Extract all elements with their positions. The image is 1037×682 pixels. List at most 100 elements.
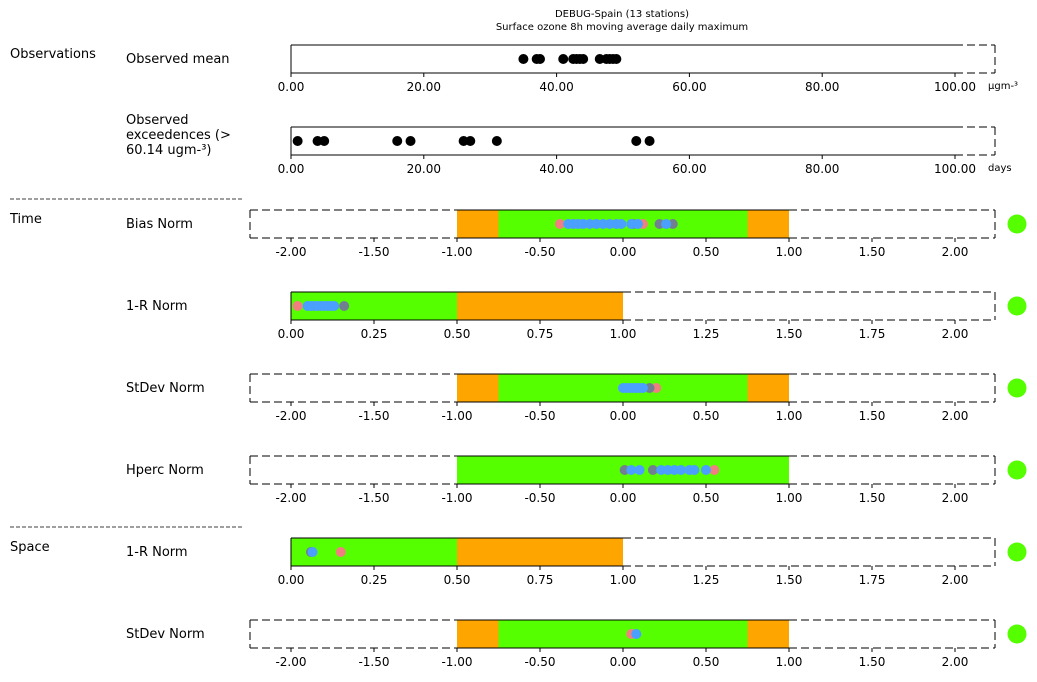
x-tick-label: 1.50	[859, 409, 886, 423]
x-tick-label: 1.25	[693, 327, 720, 341]
section-label: Time	[9, 212, 42, 227]
x-tick-label: -1.00	[441, 491, 472, 505]
x-tick-label: 0.50	[444, 573, 471, 587]
chart-row-2: Observed exceedences (> 60.14 ugm-³) 0.00 20…	[126, 113, 1012, 176]
x-tick-label: 1.00	[776, 245, 803, 259]
data-point-blue	[701, 465, 711, 475]
chart-title-line1: DEBUG-Spain (13 stations)	[555, 9, 689, 20]
x-tick-label: 1.50	[859, 491, 886, 505]
x-tick-label: -1.50	[358, 655, 389, 669]
x-tick-label: -0.50	[524, 491, 555, 505]
x-tick-label: 1.00	[610, 573, 637, 587]
x-tick-label: 1.00	[610, 327, 637, 341]
data-point-blue	[689, 465, 700, 475]
x-tick-label: 1.50	[859, 655, 886, 669]
section-label: Space	[10, 540, 50, 555]
data-point-pink	[554, 219, 565, 229]
x-tick-label: 1.00	[776, 655, 803, 669]
x-tick-label: 0.50	[693, 491, 720, 505]
x-tick-label: 100.00	[934, 80, 976, 94]
data-point-blue	[616, 219, 627, 229]
x-tick-label: 2.00	[942, 573, 969, 587]
chart-rows: Observations Observed mean 0.00 20.00 40.00 6…	[9, 44, 1027, 669]
x-tick-label: -2.00	[275, 655, 306, 669]
x-tick-label: -0.50	[524, 245, 555, 259]
data-point-blue	[637, 383, 648, 393]
x-tick-label: 0.25	[361, 327, 388, 341]
x-tick-label: 0.50	[693, 245, 720, 259]
unit-label: days	[988, 163, 1012, 174]
chart-row-4: 1-R Norm 0.00 0.25 0.50 0.75 1.00 1.25 1.50 1.75…	[126, 291, 1027, 341]
data-point-pink	[292, 301, 303, 311]
data-point-blue	[329, 301, 340, 311]
x-tick-label: 1.50	[776, 573, 803, 587]
row-label-line: StDev Norm	[126, 627, 205, 642]
x-tick-label: -2.00	[275, 491, 306, 505]
x-tick-label: 40.00	[539, 162, 573, 176]
x-tick-label: 1.50	[859, 245, 886, 259]
data-point-pink	[709, 465, 720, 475]
data-point-black	[558, 54, 569, 64]
status-indicator	[1007, 624, 1027, 644]
x-tick-label: 1.50	[776, 327, 803, 341]
band-orange	[747, 374, 789, 402]
status-indicator	[1007, 542, 1027, 562]
x-tick-label: 40.00	[539, 80, 573, 94]
row-label-line: 1-R Norm	[126, 545, 188, 560]
data-point-black	[631, 136, 642, 146]
data-point-black	[392, 136, 403, 146]
chart-row-1: Observations Observed mean 0.00 20.00 40.00 6…	[10, 44, 1018, 94]
data-point-blue	[676, 465, 687, 475]
x-tick-label: 1.75	[859, 573, 886, 587]
x-tick-label: -0.50	[524, 655, 555, 669]
data-point-blue	[631, 629, 642, 639]
x-tick-label: 20.00	[407, 162, 441, 176]
x-tick-label: 1.25	[693, 573, 720, 587]
x-tick-label: -1.50	[358, 409, 389, 423]
data-point-black	[611, 54, 622, 64]
row-label-line: StDev Norm	[126, 381, 205, 396]
row-label: StDev Norm	[126, 381, 205, 396]
data-point-blue	[626, 465, 637, 475]
data-point-black	[319, 136, 330, 146]
band-orange	[747, 210, 789, 238]
x-tick-label: 0.00	[278, 573, 305, 587]
x-tick-label: 0.00	[610, 245, 637, 259]
x-tick-label: 0.00	[610, 655, 637, 669]
x-tick-label: 80.00	[805, 162, 839, 176]
x-tick-label: 1.00	[776, 409, 803, 423]
x-tick-label: 0.50	[444, 327, 471, 341]
section-label: Observations	[10, 47, 96, 62]
x-tick-label: 20.00	[407, 80, 441, 94]
chart-title-line2: Surface ozone 8h moving average daily ma…	[496, 22, 748, 33]
x-tick-label: 2.00	[942, 327, 969, 341]
x-tick-label: 0.50	[693, 655, 720, 669]
chart-row-3: Time Bias Norm -2.00 -1.50 -1.00 -0.50 0.00 0.5…	[9, 198, 1027, 259]
chart-row-5: StDev Norm -2.00 -1.50 -1.00 -0.50 0.00 0.50 1.…	[126, 373, 1027, 423]
x-tick-label: -0.50	[524, 409, 555, 423]
row-label-line: Observed	[126, 113, 189, 128]
x-tick-label: 0.00	[278, 327, 305, 341]
row-label: Hperc Norm	[126, 463, 204, 478]
row-label: 1-R Norm	[126, 299, 188, 314]
x-tick-label: -1.00	[441, 655, 472, 669]
row-label: Observed exceedences (> 60.14 ugm-³)	[126, 113, 231, 158]
x-tick-label: 0.00	[610, 491, 637, 505]
row-label-line: Hperc Norm	[126, 463, 204, 478]
row-label: Bias Norm	[126, 217, 193, 232]
data-point-black	[535, 54, 545, 64]
data-point-black	[644, 136, 655, 146]
data-point-black	[518, 54, 529, 64]
data-point-blue	[307, 547, 318, 557]
band-orange	[457, 210, 499, 238]
x-tick-label: -1.50	[358, 245, 389, 259]
data-point-black	[578, 54, 589, 64]
x-tick-label: -1.00	[441, 245, 472, 259]
data-point-gray	[339, 301, 350, 311]
x-tick-label: 60.00	[672, 162, 706, 176]
x-tick-label: 0.50	[693, 409, 720, 423]
x-tick-label: 2.00	[942, 491, 969, 505]
data-point-gray	[647, 465, 658, 475]
x-tick-label: 2.00	[942, 245, 969, 259]
